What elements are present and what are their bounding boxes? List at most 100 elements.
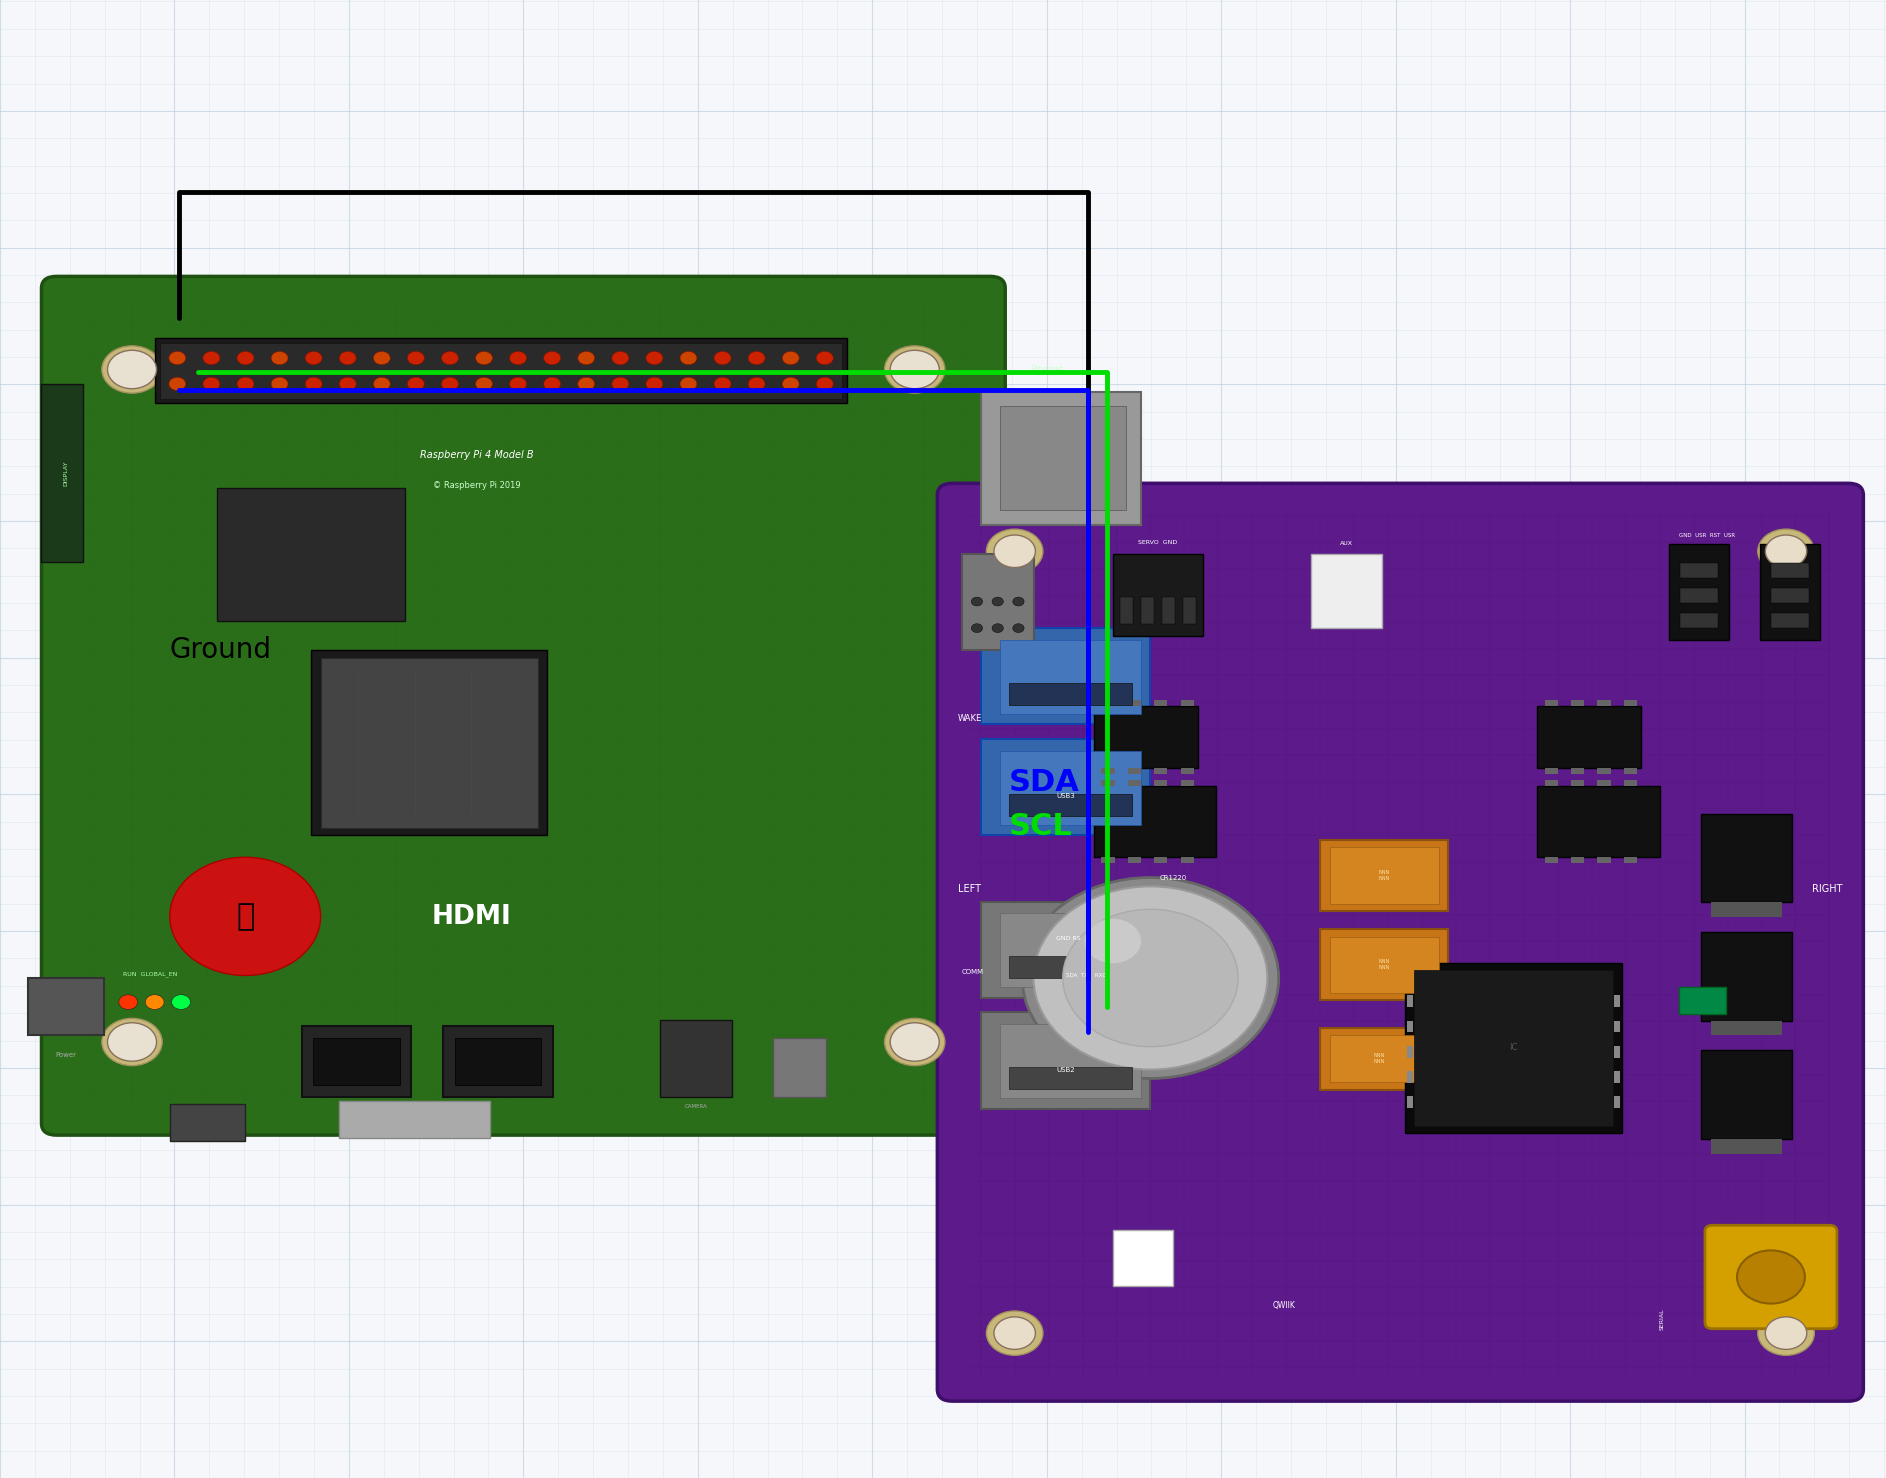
Bar <box>1330 937 1439 993</box>
Circle shape <box>1034 887 1267 1070</box>
Bar <box>1000 406 1126 510</box>
Text: NNN
NNN: NNN NNN <box>1373 1054 1384 1064</box>
Text: AUX: AUX <box>1341 541 1352 547</box>
Bar <box>1181 769 1194 774</box>
Circle shape <box>715 377 732 390</box>
Bar <box>160 343 841 399</box>
Bar <box>1120 597 1133 624</box>
Circle shape <box>170 377 187 390</box>
Circle shape <box>339 377 356 390</box>
Circle shape <box>890 1023 939 1061</box>
Bar <box>1711 1021 1782 1036</box>
Text: HDMI: HDMI <box>432 903 511 930</box>
Circle shape <box>681 352 698 365</box>
Circle shape <box>119 995 138 1009</box>
Bar <box>1407 996 1413 1008</box>
Text: SDA  TX0  RX0: SDA TX0 RX0 <box>1066 973 1105 978</box>
Bar <box>1614 1046 1620 1058</box>
Bar <box>170 1104 245 1141</box>
Circle shape <box>885 346 945 393</box>
Circle shape <box>715 352 732 365</box>
Circle shape <box>543 352 560 365</box>
Bar <box>1614 996 1620 1008</box>
Circle shape <box>971 624 983 633</box>
Bar <box>1680 588 1718 603</box>
Bar <box>1320 840 1448 910</box>
Circle shape <box>172 995 190 1009</box>
Bar <box>1407 1021 1413 1033</box>
Bar <box>1009 683 1132 705</box>
Circle shape <box>992 624 1003 633</box>
Circle shape <box>1022 878 1279 1079</box>
Bar <box>1128 857 1141 863</box>
Circle shape <box>611 377 628 390</box>
Circle shape <box>108 350 157 389</box>
Bar <box>1154 857 1167 863</box>
Bar <box>981 628 1150 724</box>
Circle shape <box>102 346 162 393</box>
Bar <box>1113 554 1203 636</box>
FancyBboxPatch shape <box>937 483 1863 1401</box>
Bar <box>1771 613 1809 628</box>
Bar <box>1414 971 1613 1126</box>
Bar <box>1000 640 1141 714</box>
Bar <box>1701 933 1792 1021</box>
Bar <box>962 554 1034 650</box>
Bar <box>1597 769 1611 774</box>
Bar <box>1614 1021 1620 1033</box>
Bar <box>1181 857 1194 863</box>
Circle shape <box>986 1311 1043 1355</box>
Text: CR1220: CR1220 <box>1160 875 1186 881</box>
Bar <box>1009 794 1132 816</box>
Text: SDA: SDA <box>1009 767 1081 797</box>
Circle shape <box>145 995 164 1009</box>
Circle shape <box>1765 1317 1807 1349</box>
Circle shape <box>1062 909 1237 1046</box>
Bar <box>1320 930 1448 1001</box>
Text: GND  USR  RST  USR: GND USR RST USR <box>1679 532 1735 538</box>
Text: RIGHT: RIGHT <box>1812 884 1843 894</box>
Circle shape <box>238 377 255 390</box>
Bar <box>1009 1067 1132 1089</box>
Bar <box>1771 588 1809 603</box>
Bar <box>1330 1035 1428 1082</box>
Bar <box>1679 987 1726 1014</box>
Bar <box>981 1012 1150 1108</box>
Bar <box>455 1038 541 1085</box>
Circle shape <box>992 597 1003 606</box>
Circle shape <box>306 377 323 390</box>
Text: Power: Power <box>55 1052 77 1058</box>
Bar <box>1711 1140 1782 1154</box>
Circle shape <box>373 377 390 390</box>
Circle shape <box>441 352 458 365</box>
Text: LEFT: LEFT <box>958 884 981 894</box>
Bar <box>1571 701 1584 706</box>
Circle shape <box>681 377 698 390</box>
Bar <box>1680 613 1718 628</box>
Bar <box>1405 964 1622 1134</box>
Text: Raspberry Pi 4 Model B: Raspberry Pi 4 Model B <box>421 451 534 460</box>
Text: QWIIK: QWIIK <box>1273 1301 1296 1310</box>
Circle shape <box>817 352 834 365</box>
Bar <box>1000 751 1141 825</box>
Circle shape <box>890 350 939 389</box>
Bar <box>1701 814 1792 903</box>
Bar <box>1320 1027 1437 1089</box>
Circle shape <box>994 535 1035 568</box>
Circle shape <box>204 377 221 390</box>
Circle shape <box>102 1018 162 1066</box>
Bar <box>311 650 547 835</box>
Text: GND RS: GND RS <box>1056 936 1081 940</box>
Text: © Raspberry Pi 2019: © Raspberry Pi 2019 <box>434 480 521 489</box>
Text: USB2: USB2 <box>1056 1067 1075 1073</box>
Bar <box>1624 857 1637 863</box>
Bar <box>1407 1072 1413 1083</box>
Circle shape <box>373 352 390 365</box>
Bar <box>1128 780 1141 786</box>
Circle shape <box>577 377 594 390</box>
Circle shape <box>885 1018 945 1066</box>
Circle shape <box>577 352 594 365</box>
Text: CAMERA: CAMERA <box>685 1104 707 1110</box>
Circle shape <box>475 352 492 365</box>
Bar <box>1009 956 1132 978</box>
